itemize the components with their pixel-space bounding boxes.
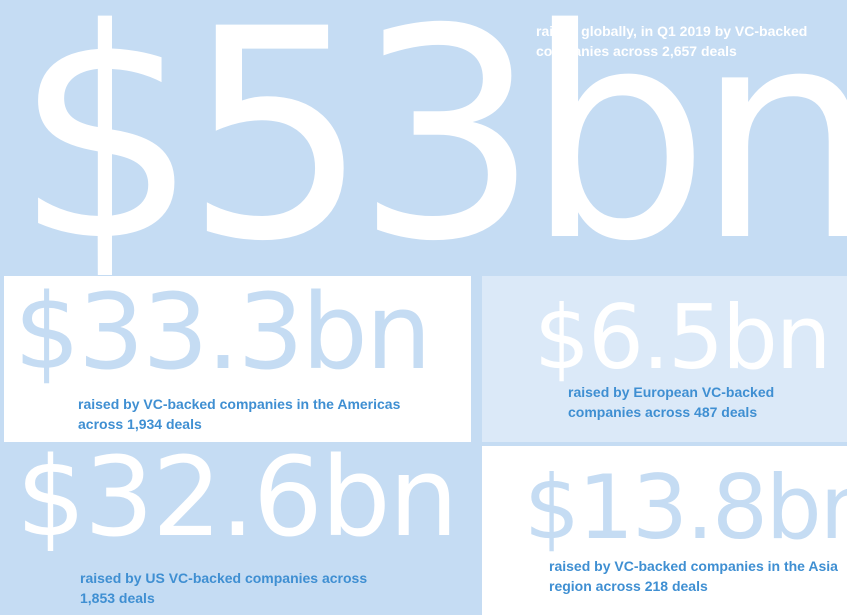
americas-amount: $33.3bn bbox=[14, 276, 432, 393]
asia-amount: $13.8bn bbox=[524, 456, 847, 559]
us-amount: $32.6bn bbox=[16, 446, 458, 561]
europe-funding-panel: $6.5bn raised by European VC-backed comp… bbox=[482, 276, 847, 442]
global-caption: raised globally, in Q1 2019 by VC-backed… bbox=[536, 23, 808, 59]
europe-caption: raised by European VC-backed companies a… bbox=[568, 384, 775, 420]
us-funding-panel: $32.6bn raised by US VC-backed companies… bbox=[4, 446, 471, 615]
global-funding-panel: $53bn raised globally, in Q1 2019 by VC-… bbox=[0, 0, 847, 275]
us-caption: raised by US VC-backed companies across … bbox=[80, 570, 368, 606]
asia-caption: raised by VC-backed companies in the Asi… bbox=[549, 558, 838, 594]
americas-funding-panel: $33.3bn raised by VC-backed companies in… bbox=[4, 276, 471, 442]
asia-funding-panel: $13.8bn raised by VC-backed companies in… bbox=[482, 446, 847, 615]
global-amount: $53bn bbox=[14, 0, 847, 275]
europe-amount: $6.5bn bbox=[534, 286, 832, 389]
americas-caption: raised by VC-backed companies in the Ame… bbox=[78, 396, 401, 432]
